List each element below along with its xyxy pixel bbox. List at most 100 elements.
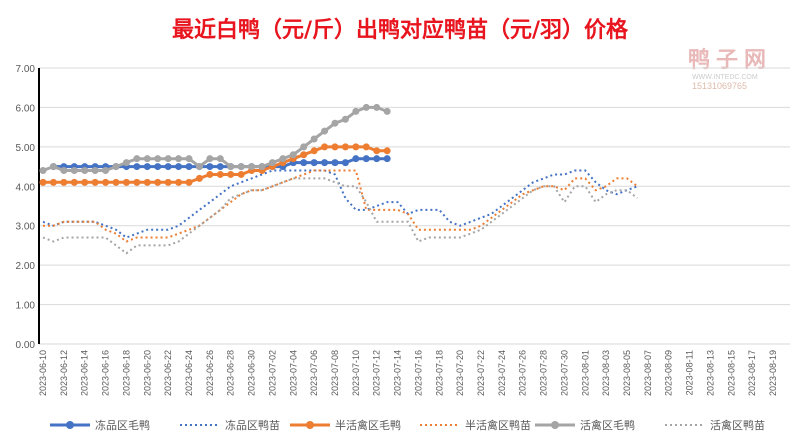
legend-label: 半活禽区鸭苗 [465,418,531,432]
data-point [310,147,318,155]
data-point [237,170,245,178]
data-point [373,103,381,111]
data-point [362,103,370,111]
data-point [70,178,78,186]
y-tick-label: 3.00 [16,222,36,233]
data-point [383,107,391,115]
legend-label: 冻品区毛鸭 [95,418,150,432]
data-point [279,155,287,163]
data-point [206,170,214,178]
data-point [175,163,183,171]
x-tick-label: 2023-06-14 [80,350,90,396]
legend-marker [551,421,559,429]
data-point [70,167,78,175]
data-point [237,163,245,171]
x-tick-label: 2023-06-18 [121,350,131,396]
x-tick-label: 2023-07-28 [539,350,549,396]
x-tick-label: 2023-07-14 [393,350,403,396]
data-point [133,155,141,163]
data-point [102,178,110,186]
data-point [154,163,162,171]
series-line [42,105,388,172]
chart-title: 最近白鸭（元/斤）出鸭对应鸭苗（元/羽）价格 [171,18,629,43]
data-point [352,143,360,151]
watermark-site: WWW.INTEDC.COM [692,74,758,81]
data-point [154,178,162,186]
data-point [321,159,329,167]
data-point [227,170,235,178]
data-point [341,159,349,167]
x-tick-label: 2023-07-02 [267,350,277,396]
x-tick-label: 2023-06-20 [142,350,152,396]
y-tick-label: 2.00 [16,261,36,272]
x-tick-label: 2023-06-26 [205,350,215,396]
data-point [321,143,329,151]
data-point [60,167,68,175]
legend-marker [66,421,74,429]
data-point [383,155,391,163]
x-tick-label: 2023-08-17 [747,350,757,396]
data-point [248,163,256,171]
x-tick-label: 2023-07-04 [288,350,298,396]
data-point [154,155,162,163]
data-point [122,159,130,167]
x-tick-label: 2023-07-24 [497,350,507,396]
data-point [331,119,339,127]
x-tick-label: 2023-08-19 [768,350,778,396]
data-point [321,127,329,135]
legend-label: 半活禽区毛鸭 [335,418,401,432]
data-point [258,163,266,171]
x-tick-label: 2023-06-24 [184,350,194,396]
data-point [300,159,308,167]
data-point [195,163,203,171]
data-point [206,163,214,171]
data-point [81,178,89,186]
data-point [185,178,193,186]
legend-label: 活禽区鸭苗 [710,418,765,432]
series-line [43,145,388,184]
data-point [49,163,57,171]
watermark-phone: 15131069765 [692,81,748,91]
data-point [373,155,381,163]
data-point [206,155,214,163]
data-point [289,151,297,159]
x-tick-label: 2023-06-10 [38,350,48,396]
data-point [310,159,318,167]
data-point [39,178,47,186]
data-point [352,107,360,115]
data-point [164,178,172,186]
data-point [112,178,120,186]
data-point [352,155,360,163]
data-point [300,151,308,159]
x-tick-label: 2023-07-22 [476,350,486,396]
data-point [310,135,318,143]
data-point [164,163,172,171]
x-tick-label: 2023-07-16 [413,350,423,396]
data-point [331,159,339,167]
x-tick-label: 2023-06-16 [101,350,111,396]
x-tick-label: 2023-06-22 [163,350,173,396]
data-point [185,155,193,163]
x-tick-label: 2023-08-09 [664,350,674,396]
data-point [195,174,203,182]
x-tick-label: 2023-08-13 [705,350,715,396]
data-point [164,155,172,163]
data-point [175,178,183,186]
x-tick-label: 2023-06-12 [59,350,69,396]
data-point [331,143,339,151]
x-tick-label: 2023-07-18 [434,350,444,396]
x-tick-label: 2023-06-30 [247,350,257,396]
data-point [341,115,349,123]
data-point [341,143,349,151]
data-point [81,167,89,175]
data-point [268,159,276,167]
data-point [175,155,183,163]
data-point [39,167,47,175]
data-point [122,178,130,186]
data-point [216,170,224,178]
data-point [133,163,141,171]
data-point [216,163,224,171]
data-point [91,167,99,175]
data-point [133,178,141,186]
data-point [227,163,235,171]
